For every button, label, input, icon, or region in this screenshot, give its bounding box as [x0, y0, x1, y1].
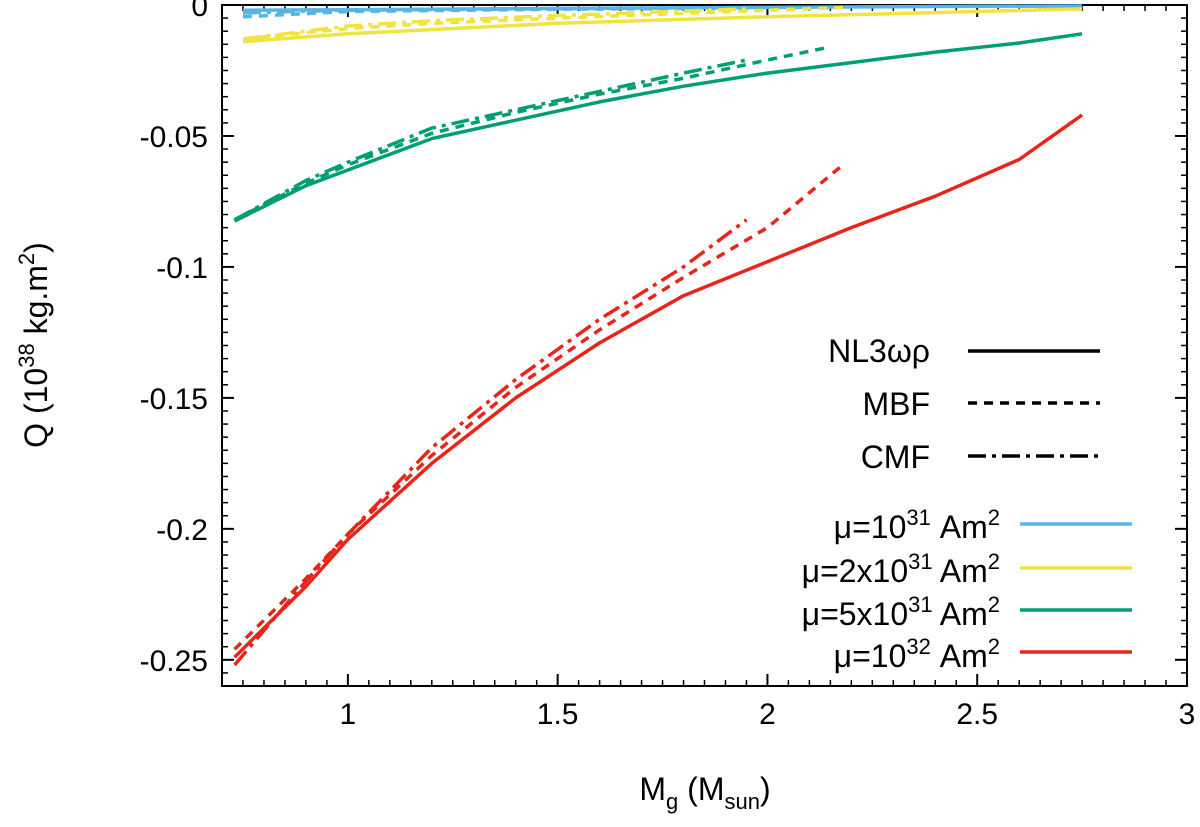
series-line-11	[233, 218, 748, 667]
y-tick-label: 0	[191, 0, 208, 23]
legend-label-mu-5e31: μ=5x1031 Am2	[802, 592, 1000, 632]
series-line-9	[233, 113, 1084, 659]
legend-field-5e31: μ=5x1031 Am2	[802, 592, 1132, 632]
legend-field-2e31: μ=2x1031 Am2	[802, 549, 1132, 589]
series-line-7	[233, 45, 831, 222]
y-tick-label: -0.1	[156, 252, 208, 285]
legend-label-cmf: CMF	[861, 439, 930, 475]
legend-label-mbf: MBF	[862, 386, 930, 422]
series-line-8	[233, 58, 747, 222]
ticks	[222, 4, 1188, 686]
series-line-2	[242, 5, 747, 15]
plot-frame	[221, 4, 1188, 687]
y-tick-label: -0.05	[140, 121, 208, 154]
legend-label-mu-1e31: μ=1031 Am2	[834, 505, 1000, 545]
series-line-10	[233, 163, 845, 651]
x-axis-title: Mg (Msun)	[639, 771, 770, 814]
series-line-3	[242, 7, 1083, 44]
y-tick-label: -0.15	[140, 383, 208, 416]
y-axis-title: Q (1038 kg.m2)	[14, 242, 54, 448]
x-tick-label: 2.5	[956, 698, 998, 731]
series-line-4	[242, 5, 844, 41]
y-tick-label: -0.2	[156, 514, 208, 547]
legend-eos-dashed: MBF	[862, 386, 1100, 422]
y-tick-label: -0.25	[140, 645, 208, 678]
legend-label-nl3wr: NL3ωρ	[828, 333, 930, 369]
x-tick-label: 1.5	[537, 698, 579, 731]
legend-eos-solid: NL3ωρ	[828, 333, 1100, 369]
legend-label-mu-2e31: μ=2x1031 Am2	[802, 549, 1000, 589]
legend-eos-dashdot: CMF	[861, 439, 1100, 475]
legend-field-1e32: μ=1032 Am2	[834, 634, 1132, 674]
legend-label-mu-1e32: μ=1032 Am2	[834, 634, 1000, 674]
legend: NL3ωρ MBF CMF μ=1031 Am2 μ=2x1031 Am2 μ=…	[802, 333, 1132, 674]
x-tick-label: 3	[1179, 698, 1196, 731]
tick-labels: 1 1.5 2 2.5 3 0 -0.05 -0.1 -0.15 -0.2 -0.25	[140, 0, 1196, 731]
series-line-6	[233, 32, 1083, 223]
x-tick-label: 2	[759, 698, 776, 731]
legend-field-1e31: μ=1031 Am2	[834, 505, 1132, 545]
series-layer	[233, 4, 1084, 667]
x-tick-label: 1	[340, 698, 357, 731]
series-line-5	[242, 7, 747, 41]
